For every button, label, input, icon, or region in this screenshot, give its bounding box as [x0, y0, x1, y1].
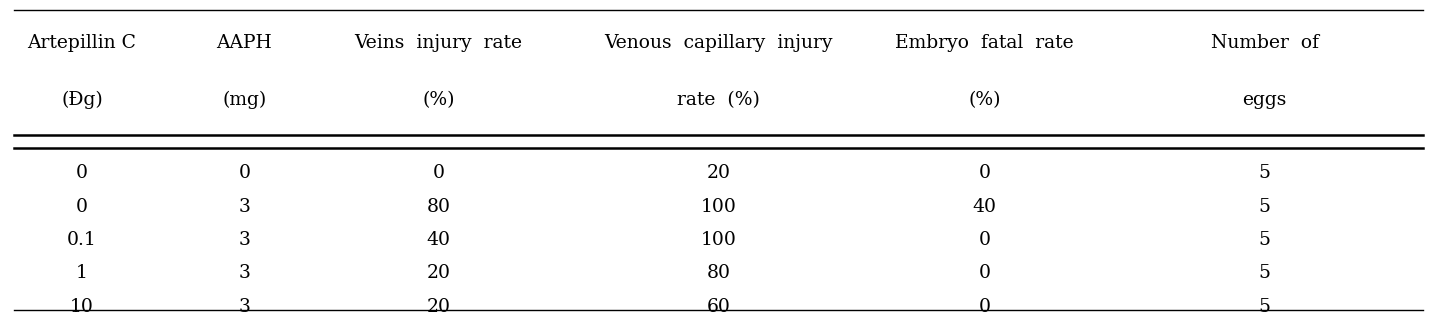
Text: 20: 20 [427, 265, 450, 282]
Text: 3: 3 [239, 198, 250, 216]
Text: 5: 5 [1259, 265, 1270, 282]
Text: 5: 5 [1259, 231, 1270, 249]
Text: Embryo  fatal  rate: Embryo fatal rate [895, 34, 1073, 52]
Text: 100: 100 [701, 231, 736, 249]
Text: 0: 0 [76, 198, 88, 216]
Text: 3: 3 [239, 231, 250, 249]
Text: 5: 5 [1259, 298, 1270, 316]
Text: 5: 5 [1259, 164, 1270, 182]
Text: 20: 20 [427, 298, 450, 316]
Text: 0: 0 [239, 164, 250, 182]
Text: Artepillin C: Artepillin C [27, 34, 137, 52]
Text: rate  (%): rate (%) [677, 91, 760, 109]
Text: (%): (%) [422, 91, 454, 109]
Text: 0: 0 [979, 164, 990, 182]
Text: Veins  injury  rate: Veins injury rate [355, 34, 522, 52]
Text: 0: 0 [979, 298, 990, 316]
Text: 0: 0 [433, 164, 444, 182]
Text: (mg): (mg) [223, 91, 266, 109]
Text: (Ðg): (Ðg) [60, 91, 103, 109]
Text: 80: 80 [707, 265, 730, 282]
Text: 40: 40 [427, 231, 450, 249]
Text: (%): (%) [969, 91, 1000, 109]
Text: 5: 5 [1259, 198, 1270, 216]
Text: 3: 3 [239, 298, 250, 316]
Text: 3: 3 [239, 265, 250, 282]
Text: eggs: eggs [1243, 91, 1286, 109]
Text: 0: 0 [979, 265, 990, 282]
Text: 1: 1 [76, 265, 88, 282]
Text: 0: 0 [979, 231, 990, 249]
Text: 0.1: 0.1 [68, 231, 96, 249]
Text: Venous  capillary  injury: Venous capillary injury [604, 34, 833, 52]
Text: 40: 40 [973, 198, 996, 216]
Text: 0: 0 [76, 164, 88, 182]
Text: 100: 100 [701, 198, 736, 216]
Text: 20: 20 [707, 164, 730, 182]
Text: Number  of: Number of [1210, 34, 1319, 52]
Text: 80: 80 [427, 198, 450, 216]
Text: 10: 10 [70, 298, 93, 316]
Text: 60: 60 [707, 298, 730, 316]
Text: AAPH: AAPH [217, 34, 272, 52]
